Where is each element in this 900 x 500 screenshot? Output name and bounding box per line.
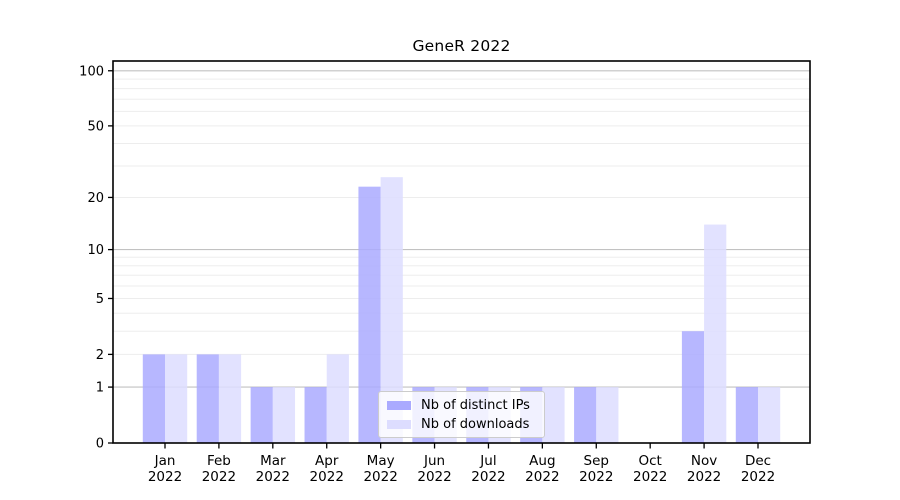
x-tick-label-month-apr-2022: Apr <box>315 453 339 469</box>
bar-nb-of-downloads-feb-2022 <box>218 354 242 443</box>
y-tick-label-50: 50 <box>87 119 104 134</box>
bar-nb-of-downloads-dec-2022 <box>758 387 781 443</box>
y-tick-label-10: 10 <box>87 243 104 258</box>
x-tick-label-year-nov-2022: 2022 <box>687 469 721 485</box>
x-tick-label-year-oct-2022: 2022 <box>633 469 667 485</box>
bar-nb-of-distinct-ips-jan-2022 <box>142 354 165 443</box>
bar-nb-of-distinct-ips-apr-2022 <box>304 387 327 443</box>
x-tick-label-year-aug-2022: 2022 <box>525 469 559 485</box>
bar-nb-of-downloads-apr-2022 <box>326 354 349 443</box>
x-tick-label-month-aug-2022: Aug <box>529 453 555 469</box>
y-tick-label-2: 2 <box>96 348 104 363</box>
x-tick-label-month-nov-2022: Nov <box>691 453 717 469</box>
legend-item-downloads: Nb of downloads <box>387 416 536 433</box>
bar-nb-of-downloads-mar-2022 <box>272 387 296 443</box>
chart-title: GeneR 2022 <box>412 37 511 55</box>
bar-nb-of-distinct-ips-sep-2022 <box>574 387 597 443</box>
bar-nb-of-distinct-ips-nov-2022 <box>681 331 705 443</box>
x-tick-label-year-apr-2022: 2022 <box>310 469 344 485</box>
x-tick-label-year-feb-2022: 2022 <box>202 469 236 485</box>
bar-nb-of-distinct-ips-feb-2022 <box>196 354 219 443</box>
x-tick-label-year-sep-2022: 2022 <box>579 469 613 485</box>
bar-nb-of-downloads-nov-2022 <box>704 224 727 443</box>
y-tick-label-20: 20 <box>87 191 104 206</box>
x-tick-label-year-jun-2022: 2022 <box>417 469 451 485</box>
y-tick-label-100: 100 <box>79 64 104 79</box>
x-tick-label-month-oct-2022: Oct <box>639 453 662 469</box>
x-tick-label-month-sep-2022: Sep <box>584 453 609 469</box>
y-tick-label-5: 5 <box>96 292 104 307</box>
x-tick-label-month-dec-2022: Dec <box>745 453 771 469</box>
bar-nb-of-downloads-may-2022 <box>380 177 403 443</box>
x-tick-label-year-jul-2022: 2022 <box>471 469 505 485</box>
bar-nb-of-downloads-jan-2022 <box>165 354 188 443</box>
legend-label-distinct-ips: Nb of distinct IPs <box>421 398 530 413</box>
x-tick-label-month-mar-2022: Mar <box>260 453 286 469</box>
legend-label-downloads: Nb of downloads <box>421 417 530 432</box>
x-tick-label-year-may-2022: 2022 <box>363 469 397 485</box>
bar-nb-of-distinct-ips-dec-2022 <box>735 387 758 443</box>
y-tick-label-1: 1 <box>96 381 104 396</box>
bar-nb-of-distinct-ips-may-2022 <box>358 186 381 443</box>
x-tick-label-month-jun-2022: Jun <box>423 453 445 469</box>
legend: Nb of distinct IPs Nb of downloads <box>378 391 545 438</box>
legend-item-distinct-ips: Nb of distinct IPs <box>387 397 536 414</box>
bar-nb-of-downloads-aug-2022 <box>542 387 565 443</box>
bar-nb-of-downloads-sep-2022 <box>596 387 619 443</box>
x-tick-label-year-dec-2022: 2022 <box>741 469 775 485</box>
plot-frame <box>112 60 811 444</box>
bar-nb-of-distinct-ips-mar-2022 <box>250 387 273 443</box>
x-tick-label-month-feb-2022: Feb <box>207 453 231 469</box>
y-tick-label-0: 0 <box>96 437 104 452</box>
x-tick-label-year-mar-2022: 2022 <box>256 469 290 485</box>
legend-swatch-distinct-ips <box>387 401 411 410</box>
x-tick-label-month-jan-2022: Jan <box>154 453 176 469</box>
legend-swatch-downloads <box>387 420 411 429</box>
x-tick-label-year-jan-2022: 2022 <box>148 469 182 485</box>
x-tick-label-month-may-2022: May <box>367 453 395 469</box>
x-tick-label-month-jul-2022: Jul <box>479 453 496 469</box>
